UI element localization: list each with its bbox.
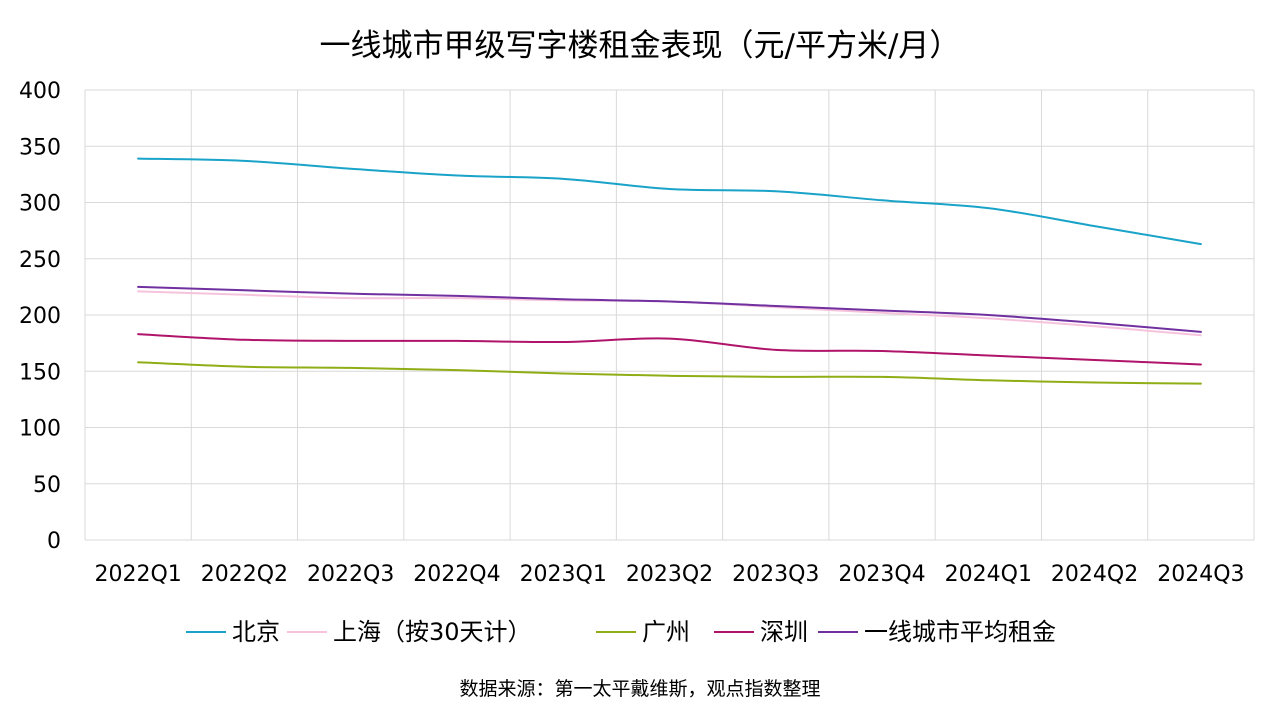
y-axis-tick-labels: 0 50 100 150 200 250 300 350 400 <box>19 79 61 554</box>
legend-item-shanghai: 上海（按30天计） <box>287 612 532 652</box>
series-line-shenzhen <box>137 333 1202 366</box>
legend-label-shenzhen: 深圳 <box>760 618 808 646</box>
legend-label-beijing: 北京 <box>232 618 280 646</box>
x-tick-label: 2023Q3 <box>732 562 819 587</box>
series-lines <box>137 157 1202 385</box>
series-line-guangzhou <box>137 361 1202 385</box>
y-tick-label: 50 <box>33 473 61 498</box>
legend-label-shanghai: 上海（按30天计） <box>333 618 532 646</box>
legend-item-beijing: 北京 <box>186 612 280 652</box>
x-tick-label: 2022Q2 <box>201 562 288 587</box>
gridlines <box>84 89 1255 541</box>
chart-title: 一线城市甲级写字楼租金表现（元/平方米/月） <box>319 28 961 64</box>
y-tick-label: 100 <box>19 417 61 442</box>
x-tick-label: 2022Q3 <box>307 562 394 587</box>
legend-swatch-beijing <box>186 631 226 633</box>
legend-item-shenzhen: 深圳 <box>714 612 808 652</box>
y-tick-label: 300 <box>19 192 61 217</box>
legend-item-guangzhou: 广州 <box>596 612 690 652</box>
legend-swatch-average <box>818 631 858 633</box>
series-line-beijing <box>137 157 1202 246</box>
y-tick-label: 0 <box>47 529 61 554</box>
y-tick-label: 400 <box>19 79 61 104</box>
legend-item-average: 一线城市平均租金 <box>818 612 1056 652</box>
source-note: 数据来源：第一太平戴维斯，观点指数整理 <box>459 678 821 700</box>
y-tick-label: 150 <box>19 360 61 385</box>
legend: 北京 上海（按30天计） 广州 深圳 一线城市平均租金 <box>0 612 1280 652</box>
y-tick-label: 250 <box>19 248 61 273</box>
x-tick-label: 2022Q1 <box>94 562 181 587</box>
legend-swatch-shenzhen <box>714 631 754 633</box>
x-axis-tick-labels: 2022Q1 2022Q2 2022Q3 2022Q4 2023Q1 2023Q2 2023… <box>94 562 1244 587</box>
legend-label-guangzhou: 广州 <box>642 618 690 646</box>
legend-label-average: 一线城市平均租金 <box>864 618 1056 646</box>
y-tick-label: 200 <box>19 304 61 329</box>
x-tick-label: 2023Q1 <box>520 562 607 587</box>
x-tick-label: 2023Q2 <box>626 562 713 587</box>
series-line-average <box>137 285 1202 333</box>
x-tick-label: 2022Q4 <box>413 562 500 587</box>
x-tick-label: 2024Q1 <box>945 562 1032 587</box>
x-tick-label: 2024Q2 <box>1051 562 1138 587</box>
legend-swatch-guangzhou <box>596 631 636 633</box>
x-tick-label: 2024Q3 <box>1157 562 1244 587</box>
legend-swatch-shanghai <box>287 631 327 633</box>
x-tick-label: 2023Q4 <box>838 562 925 587</box>
y-tick-label: 350 <box>19 135 61 160</box>
